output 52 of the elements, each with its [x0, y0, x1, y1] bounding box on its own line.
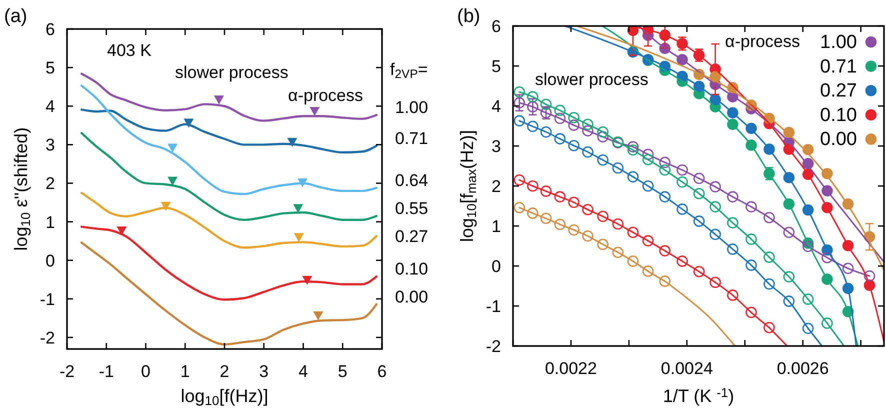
legend-label: 0.27 [820, 80, 857, 102]
x-tick-label: -1 [98, 362, 114, 381]
text: (a) [4, 6, 28, 27]
x-tick-label: 4 [298, 362, 308, 381]
y-tick-label: 3 [46, 136, 55, 155]
y-tick-label: 1 [492, 217, 501, 236]
y-tick-label: -1 [486, 297, 501, 316]
legend-label: 0.10 [820, 104, 857, 126]
x-tick-label: 0.0022 [544, 359, 597, 378]
series-label: 0.10 [395, 260, 428, 279]
y-tick-label: 0 [492, 257, 501, 276]
legend-title: f$_{2VP}$= [390, 60, 428, 81]
x-tick-label: -2 [59, 362, 75, 381]
legend-label: 0.00 [820, 129, 857, 150]
series-label: 1.00 [395, 98, 428, 117]
legend-label: 1.00 [820, 32, 857, 53]
y-tick-label: 4 [492, 97, 501, 116]
y-tick-label: 2 [492, 177, 501, 196]
x-tick-label: 0 [141, 362, 150, 381]
y-tick-label: -2 [40, 328, 55, 348]
x-tick-label: 5 [338, 362, 348, 381]
annotation: slower process [175, 63, 288, 82]
x-tick-label: 2 [220, 362, 230, 381]
series-label: 0.00 [395, 288, 428, 307]
y-tick-label: 1 [46, 212, 55, 232]
annotation: 403 K [107, 41, 152, 60]
y-tick-label: -2 [486, 337, 501, 356]
y-tick-label: 2 [46, 174, 55, 194]
annotation: α-process [288, 86, 364, 105]
series-label: 0.71 [395, 128, 428, 148]
y-tick-label: 5 [492, 57, 501, 76]
annotation: slower process [535, 70, 648, 89]
x-axis-title: 1/T (K $^{-1}$) [662, 384, 734, 406]
y-tick-label: -1 [40, 290, 55, 309]
annotation: α-process [725, 32, 800, 51]
y-tick-label: 0 [46, 251, 55, 270]
y-tick-label: 6 [492, 17, 501, 36]
x-tick-label: 0.0024 [660, 359, 713, 378]
series-label: 0.55 [395, 198, 428, 218]
x-tick-label: 6 [377, 362, 387, 381]
x-tick-label: 0.0026 [776, 359, 829, 378]
x-axis-title: log$_{10}$[f(Hz)] [180, 386, 268, 408]
series-label: 0.27 [395, 226, 428, 246]
text: (b) [457, 6, 480, 27]
x-tick-label: 1 [180, 362, 190, 381]
y-tick-label: 5 [46, 58, 55, 78]
series-label: 0.64 [395, 170, 428, 190]
legend-label: 0.71 [820, 56, 857, 78]
y-tick-label: 3 [492, 137, 501, 156]
x-tick-label: 3 [259, 362, 269, 381]
y-tick-label: 4 [46, 97, 55, 116]
y-tick-label: 6 [46, 20, 55, 39]
